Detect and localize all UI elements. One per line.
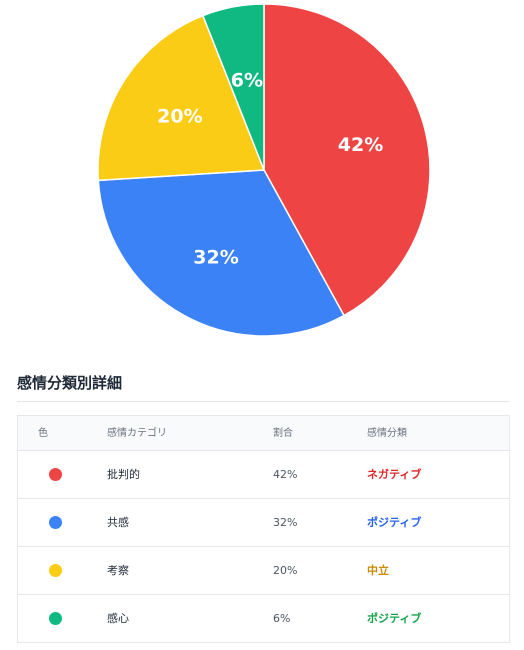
emotion-detail-table: 色 感情カテゴリ 割合 感情分類 批判的 42% ネガティブ 共感 32% ポジ…	[17, 415, 510, 643]
class-cell: ポジティブ	[367, 612, 422, 625]
ratio-cell: 6%	[273, 612, 291, 625]
table-row: 感心 6% ポジティブ	[18, 595, 509, 642]
table-row: 批判的 42% ネガティブ	[18, 451, 509, 499]
header-color: 色	[38, 428, 48, 439]
ratio-cell: 20%	[273, 564, 298, 577]
class-cell: ネガティブ	[367, 468, 422, 481]
emotion-pie-chart: 42% 32% 20% 6%	[97, 3, 431, 337]
table-row: 考察 20% 中立	[18, 547, 509, 595]
category-cell: 批判的	[107, 468, 140, 481]
category-cell: 感心	[107, 612, 129, 625]
pie-slice-empathy	[97, 169, 345, 337]
header-category: 感情カテゴリ	[107, 428, 167, 439]
color-dot	[49, 612, 62, 625]
pie-slice-consideration	[97, 14, 266, 182]
color-dot	[49, 564, 62, 577]
section-divider	[17, 401, 510, 402]
slice-label-admiration: 6%	[231, 69, 263, 91]
table-header: 色 感情カテゴリ 割合 感情分類	[18, 416, 509, 451]
color-dot	[49, 516, 62, 529]
category-cell: 共感	[107, 516, 129, 529]
class-cell: ポジティブ	[367, 516, 422, 529]
slice-label-critical: 42%	[338, 134, 383, 156]
category-cell: 考察	[107, 564, 129, 577]
ratio-cell: 42%	[273, 468, 298, 481]
color-dot	[49, 468, 62, 481]
pie-slice-admiration	[201, 3, 265, 171]
pie-slice-critical	[263, 3, 431, 317]
class-cell: 中立	[367, 564, 389, 577]
header-ratio: 割合	[273, 428, 293, 439]
header-class: 感情分類	[367, 428, 407, 439]
table-row: 共感 32% ポジティブ	[18, 499, 509, 547]
slice-label-consideration: 20%	[157, 106, 202, 128]
section-title: 感情分類別詳細	[17, 374, 123, 392]
slice-label-empathy: 32%	[193, 246, 238, 268]
ratio-cell: 32%	[273, 516, 298, 529]
